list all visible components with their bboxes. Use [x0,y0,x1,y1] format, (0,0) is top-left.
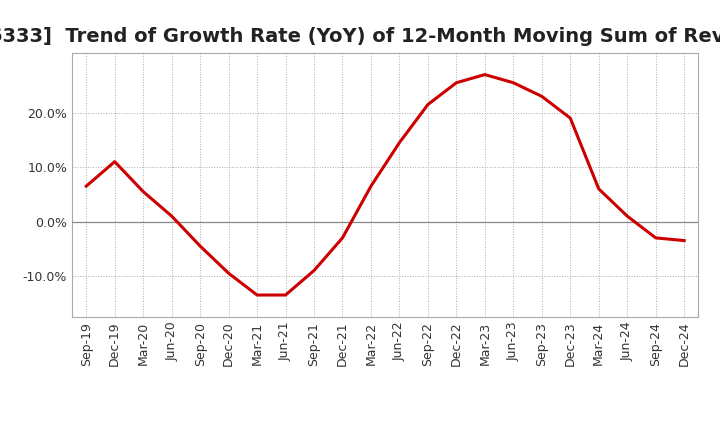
Title: [6333]  Trend of Growth Rate (YoY) of 12-Month Moving Sum of Revenues: [6333] Trend of Growth Rate (YoY) of 12-… [0,27,720,46]
